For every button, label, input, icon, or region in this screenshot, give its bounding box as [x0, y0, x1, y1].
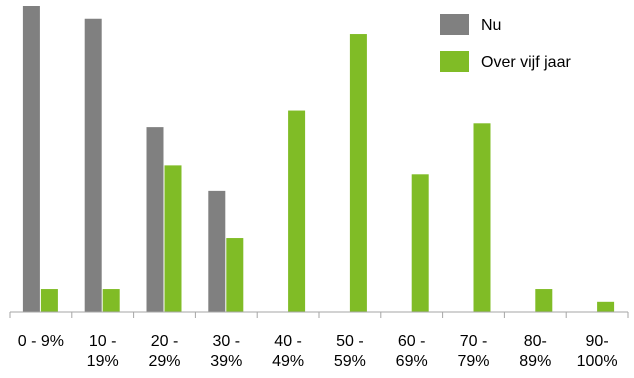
x-tick-label: 60 -	[398, 333, 426, 350]
bar-over-vijf-jaar-8	[535, 289, 553, 312]
legend-label-0: Nu	[481, 17, 501, 34]
bar-nu-0	[22, 6, 40, 312]
x-tick-label: 90-	[586, 333, 609, 350]
x-tick-label: 49%	[272, 353, 304, 370]
legend-swatch-0	[440, 14, 469, 35]
bar-over-vijf-jaar-4	[288, 110, 306, 312]
bar-over-vijf-jaar-5	[349, 34, 367, 313]
x-tick-label: 89%	[519, 353, 551, 370]
x-tick-label: 30 -	[213, 333, 241, 350]
legend-label-1: Over vijf jaar	[481, 54, 571, 71]
x-tick-label: 59%	[334, 353, 366, 370]
bar-over-vijf-jaar-9	[597, 301, 615, 312]
x-tick-label: 50 -	[336, 333, 364, 350]
legend: Nu Over vijf jaar	[440, 14, 571, 72]
x-tick-label: 29%	[148, 353, 180, 370]
bar-nu-2	[146, 127, 164, 312]
bar-nu-1	[84, 18, 102, 312]
x-axis	[9, 311, 629, 318]
x-tick-label: 10 -	[89, 333, 117, 350]
legend-swatch-1	[440, 51, 469, 72]
x-tick-label: 40 -	[274, 333, 302, 350]
x-tick-label: 80-	[524, 333, 547, 350]
bar-over-vijf-jaar-3	[226, 238, 244, 312]
bars-group	[22, 6, 615, 313]
x-tick-label: 0 - 9%	[18, 333, 64, 350]
x-tick-label: 70 -	[460, 333, 488, 350]
x-tick-labels: 0 - 9% 10 - 19% 20 - 29% 30 - 39% 40 - 49% 50 - 59…	[18, 333, 618, 370]
x-tick-label: 100%	[577, 353, 618, 370]
bar-over-vijf-jaar-7	[473, 123, 491, 312]
x-tick-label: 19%	[87, 353, 119, 370]
x-tick-label: 20 -	[151, 333, 179, 350]
bar-over-vijf-jaar-2	[164, 165, 182, 312]
x-tick-label: 79%	[457, 353, 489, 370]
bar-over-vijf-jaar-1	[102, 289, 120, 312]
x-tick-label: 69%	[396, 353, 428, 370]
bar-over-vijf-jaar-0	[40, 289, 58, 312]
bar-over-vijf-jaar-6	[411, 174, 429, 312]
bar-nu-3	[208, 190, 226, 312]
x-tick-label: 39%	[210, 353, 242, 370]
